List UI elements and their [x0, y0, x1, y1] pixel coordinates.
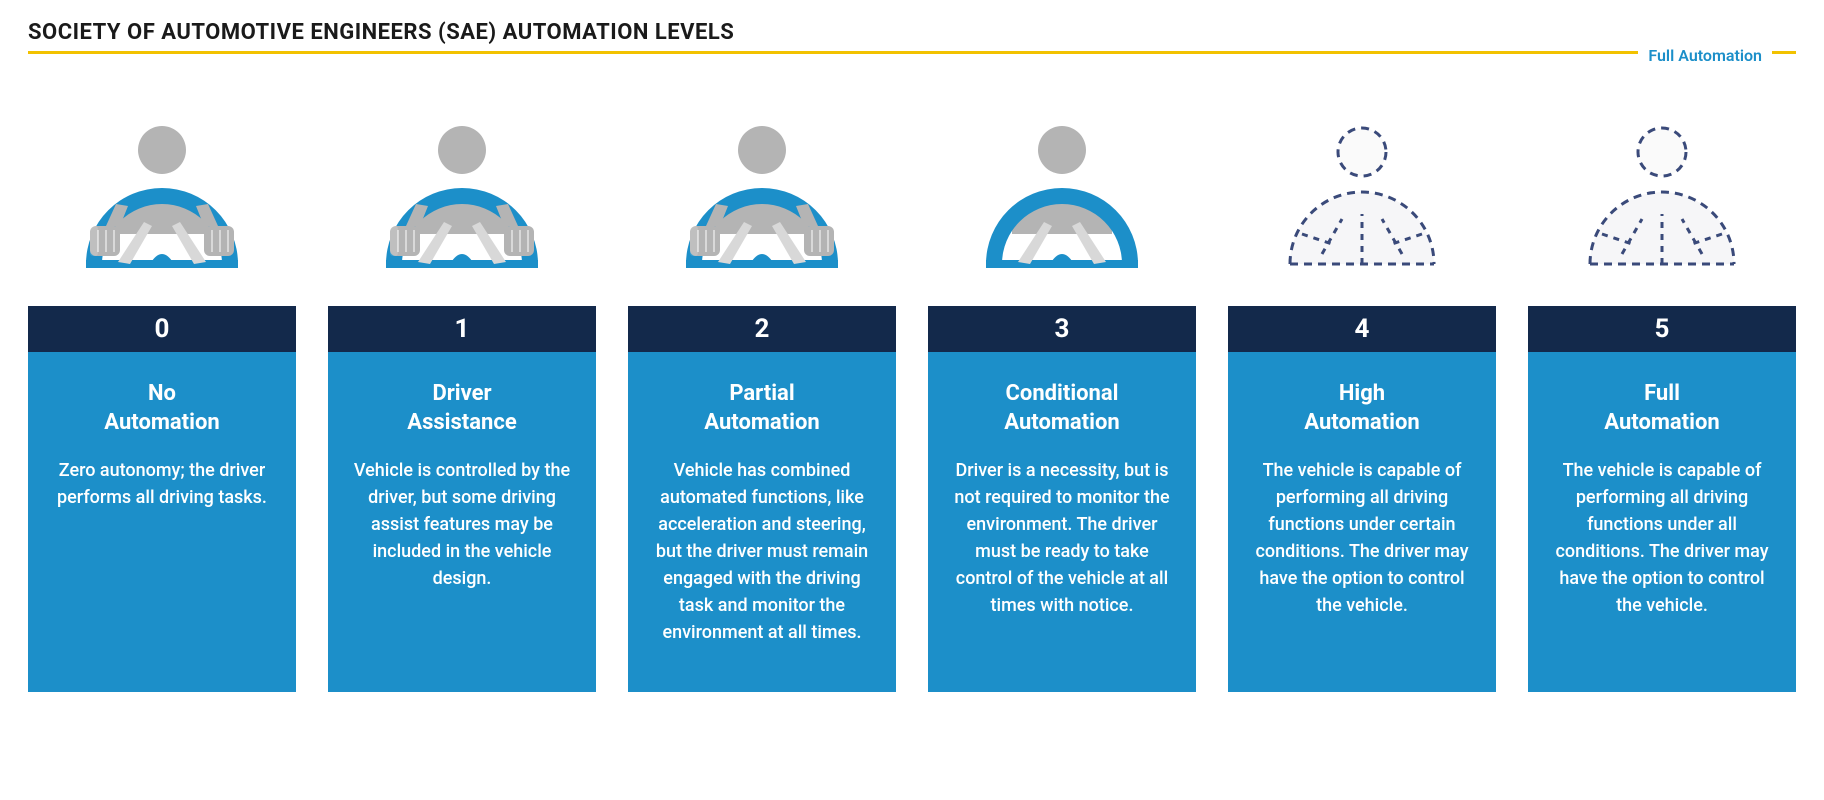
level-name: High Automation: [1246, 380, 1478, 437]
driver-icon: [672, 114, 852, 274]
level-description: Zero autonomy; the driver performs all d…: [46, 457, 278, 511]
driver-icon: [72, 114, 252, 274]
level-column: 5 Full Automation The vehicle is capable o…: [1528, 114, 1796, 692]
level-name: Driver Assistance: [346, 380, 578, 437]
level-name: Full Automation: [1546, 380, 1778, 437]
level-description: The vehicle is capable of performing all…: [1546, 457, 1778, 619]
driver-icon: [372, 114, 552, 274]
level-body: High Automation The vehicle is capable of…: [1228, 352, 1496, 692]
level-column: 3 Conditional Automation Driver is a neces…: [928, 114, 1196, 692]
level-description: The vehicle is capable of performing all…: [1246, 457, 1478, 619]
level-description: Vehicle has combined automated functions…: [646, 457, 878, 646]
header: SOCIETY OF AUTOMOTIVE ENGINEERS (SAE) AU…: [28, 20, 1796, 54]
level-body: Conditional Automation Driver is a necess…: [928, 352, 1196, 692]
level-body: Partial Automation Vehicle has combined a…: [628, 352, 896, 692]
level-column: 2 Partial Automation Vehicle has combined …: [628, 114, 896, 692]
levels-row: 0 No Automation Zero autonomy; the driver …: [28, 114, 1796, 692]
level-description: Vehicle is controlled by the driver, but…: [346, 457, 578, 592]
driver-icon: [1572, 114, 1752, 274]
level-number: 0: [28, 306, 296, 352]
page-title: SOCIETY OF AUTOMOTIVE ENGINEERS (SAE) AU…: [28, 20, 1796, 51]
level-number: 4: [1228, 306, 1496, 352]
level-body: Driver Assistance Vehicle is controlled b…: [328, 352, 596, 692]
level-description: Driver is a necessity, but is not requir…: [946, 457, 1178, 619]
title-rule: [28, 51, 1796, 54]
driver-icon: [972, 114, 1152, 274]
level-column: 0 No Automation Zero autonomy; the driver …: [28, 114, 296, 692]
level-name: No Automation: [46, 380, 278, 437]
level-number: 2: [628, 306, 896, 352]
level-number: 5: [1528, 306, 1796, 352]
corner-label: Full Automation: [1638, 46, 1772, 65]
driver-icon: [1272, 114, 1452, 274]
level-number: 1: [328, 306, 596, 352]
level-name: Conditional Automation: [946, 380, 1178, 437]
level-column: 1 Driver Assistance Vehicle is controlled …: [328, 114, 596, 692]
level-column: 4 High Automation The vehicle is capable o…: [1228, 114, 1496, 692]
level-name: Partial Automation: [646, 380, 878, 437]
level-number: 3: [928, 306, 1196, 352]
level-body: Full Automation The vehicle is capable of…: [1528, 352, 1796, 692]
level-body: No Automation Zero autonomy; the driver p…: [28, 352, 296, 692]
